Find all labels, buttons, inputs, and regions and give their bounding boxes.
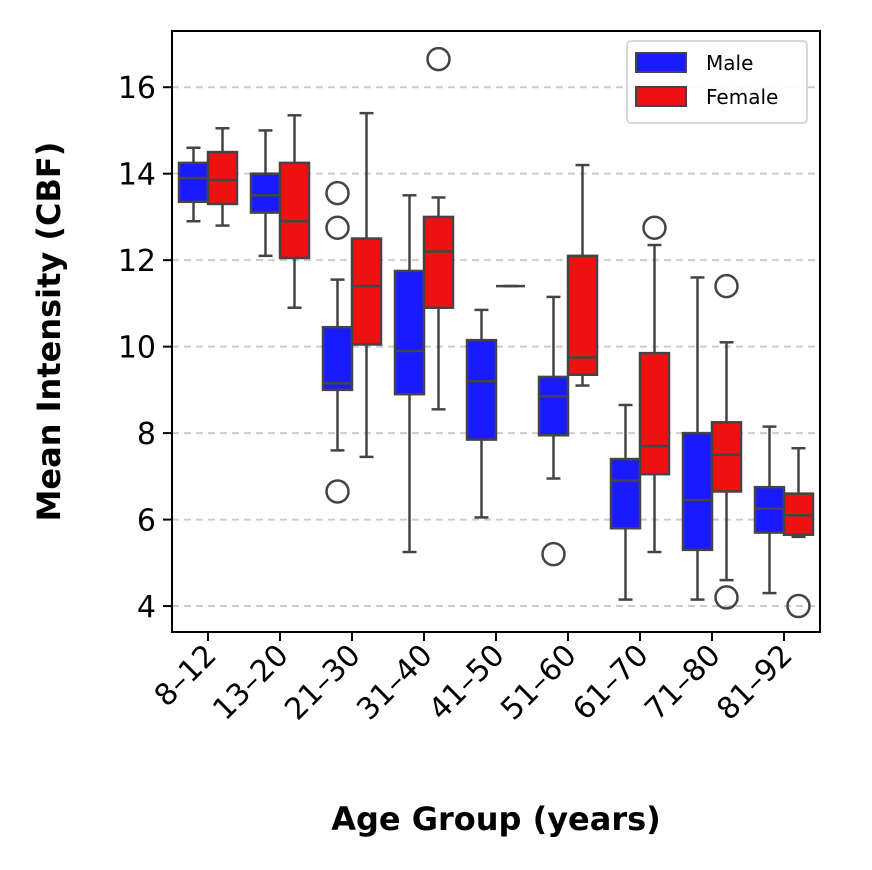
iqr-box [350,237,383,346]
y-tick-label: 10 [118,331,156,366]
legend-label-female: Female [706,85,778,109]
box-female [278,114,311,309]
box-female [566,163,599,387]
y-axis: 4 6 8 10 12 14 16 [118,71,172,625]
box-female [782,446,815,619]
y-tick-label: 14 [118,158,156,193]
outlier-point [541,541,566,567]
outlier-point [714,273,739,299]
iqr-box [393,269,426,396]
y-tick-label: 12 [118,244,156,279]
outlier-point [786,593,811,619]
iqr-box [609,457,642,530]
box-male [609,403,642,601]
x-tick-label: 13–20 [206,638,295,727]
box-female [206,127,239,227]
box-male [177,146,210,223]
legend-swatch-female [635,86,687,107]
box-female [638,215,671,554]
iqr-box [638,351,671,476]
box-male [753,425,786,595]
box-male [681,276,714,601]
box-female [350,111,383,459]
box-male [465,308,498,519]
iqr-box [681,431,714,552]
iqr-box [249,172,282,214]
box-male [249,129,282,258]
iqr-box [422,215,455,309]
box-layer [177,46,815,619]
box-female [710,273,743,610]
iqr-box [278,161,311,260]
iqr-box [177,161,210,204]
box-male [537,295,570,567]
x-tick-label: 31–40 [350,638,439,727]
x-tick-label: 51–60 [494,638,583,727]
y-axis-title: Mean Intensity (CBF) [30,142,68,522]
iqr-box [710,421,743,493]
box-female [422,46,455,411]
outlier-point [325,180,350,206]
y-tick-label: 8 [137,417,156,452]
iqr-box [206,150,239,206]
legend-label-male: Male [706,51,753,75]
x-tick-label: 61–70 [566,638,655,727]
x-tick-label: 21–30 [278,638,367,727]
outlier-point [426,46,451,72]
x-axis-title: Age Group (years) [331,800,661,838]
outlier-point [642,215,667,240]
y-tick-label: 4 [137,590,156,625]
iqr-box [566,254,599,376]
iqr-box [321,325,354,392]
iqr-box [537,375,570,437]
y-tick-label: 6 [137,504,156,539]
x-tick-label: 41–50 [422,638,511,727]
x-tick-label: 71–80 [638,638,727,727]
legend: Male Female [626,40,808,124]
box-male [321,180,354,504]
y-tick-label: 16 [118,71,156,106]
iqr-box [465,338,498,441]
x-axis: 8–1213–2021–3031–4041–5051–6061–7071–808… [148,632,800,727]
outlier-point [325,215,350,240]
outlier-point [714,585,739,610]
x-tick-label: 81–92 [710,638,799,727]
outlier-point [325,479,350,504]
box-male [393,194,426,554]
legend-swatch-male [635,52,687,73]
